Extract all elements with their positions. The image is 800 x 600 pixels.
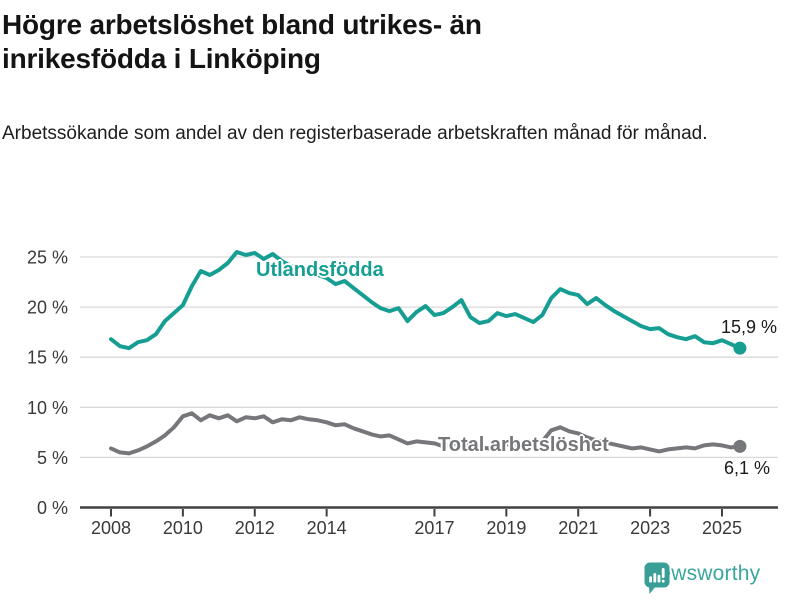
series-line-total [109,411,742,456]
newsworthy-wordmark: Newsworthy [644,562,761,585]
series-end-dot-utlandsfodda [733,341,747,355]
newsworthy-bar-chart-icon [644,562,670,594]
series-end-dot-total [733,439,747,453]
y-tick-label-20: 20 % [27,298,68,318]
newsworthy-logo: Newsworthy [644,562,761,594]
chart-subtitle: Arbetssökande som andel av den registerb… [2,123,708,144]
x-tick-label-2021: 2021 [558,518,598,538]
x-tick-label-2025: 2025 [702,518,742,538]
y-tick-label-5: 5 % [37,448,68,468]
x-tick-label-2008: 2008 [91,518,131,538]
series-line-utlandsfodda [109,250,742,351]
series-label-utlandsfodda: Utlandsfödda [256,259,384,281]
x-tick-label-2012: 2012 [235,518,275,538]
y-tick-label-15: 15 % [27,348,68,368]
y-tick-label-0: 0 % [37,498,68,518]
end-value-label-total: 6,1 % [724,458,771,478]
x-tick-label-2017: 2017 [414,518,454,538]
title-line-1: Högre arbetslöshet bland utrikes- än [2,9,482,40]
x-tick-label-2010: 2010 [163,518,203,538]
x-tick-label-2023: 2023 [630,518,670,538]
x-tick-label-2019: 2019 [486,518,526,538]
end-value-label-utlandsfodda: 15,9 % [721,317,778,337]
x-tick-label-2014: 2014 [307,518,347,538]
title-line-2: inrikesfödda i Linköping [2,43,321,74]
page-title: Högre arbetslöshet bland utrikes- än inr… [2,8,722,76]
y-tick-label-25: 25 % [27,248,68,268]
series-label-total-arbetsloshet: Total arbetslöshet [438,434,609,456]
y-tick-label-10: 10 % [27,398,68,418]
